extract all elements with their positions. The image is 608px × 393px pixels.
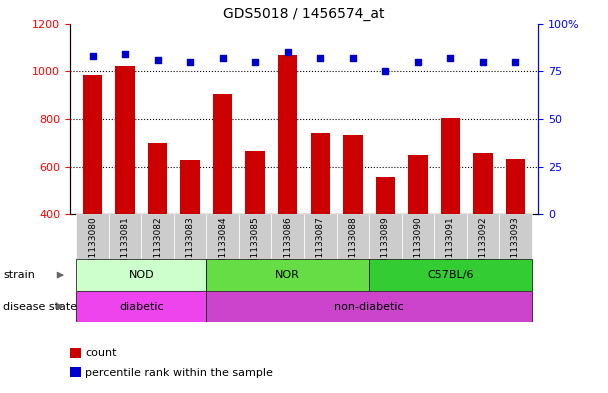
Title: GDS5018 / 1456574_at: GDS5018 / 1456574_at — [223, 7, 385, 21]
Bar — [207, 214, 239, 259]
Bar — [174, 214, 207, 259]
Bar — [434, 214, 466, 259]
Text: NOR: NOR — [275, 270, 300, 280]
Text: GSM1133081: GSM1133081 — [121, 217, 130, 277]
Point — [250, 59, 260, 65]
Text: GSM1133090: GSM1133090 — [413, 217, 423, 277]
Bar — [506, 159, 525, 310]
Bar — [70, 348, 81, 358]
Bar — [213, 94, 232, 310]
Text: GSM1133083: GSM1133083 — [185, 217, 195, 277]
Text: NOD: NOD — [129, 270, 154, 280]
Point — [413, 59, 423, 65]
Point — [120, 51, 130, 57]
Bar — [311, 133, 330, 310]
Point — [381, 68, 390, 74]
Bar — [466, 214, 499, 259]
Bar — [441, 118, 460, 310]
Text: GSM1133082: GSM1133082 — [153, 217, 162, 277]
Bar — [408, 155, 427, 310]
Bar — [343, 135, 362, 310]
Text: GSM1133085: GSM1133085 — [250, 217, 260, 277]
Text: non-diabetic: non-diabetic — [334, 301, 404, 312]
Text: GSM1133084: GSM1133084 — [218, 217, 227, 277]
Point — [316, 55, 325, 61]
Bar — [278, 55, 297, 310]
Point — [153, 57, 162, 63]
Point — [185, 59, 195, 65]
Text: GSM1133087: GSM1133087 — [316, 217, 325, 277]
Text: GSM1133086: GSM1133086 — [283, 217, 292, 277]
Text: strain: strain — [3, 270, 35, 280]
Bar — [304, 214, 336, 259]
Bar — [336, 214, 369, 259]
Bar — [239, 214, 272, 259]
Bar — [181, 160, 200, 310]
Text: GSM1133091: GSM1133091 — [446, 217, 455, 277]
Point — [478, 59, 488, 65]
Point — [446, 55, 455, 61]
Text: disease state: disease state — [3, 301, 77, 312]
Text: GSM1133092: GSM1133092 — [478, 217, 487, 277]
Bar — [83, 75, 102, 310]
Bar — [77, 259, 207, 291]
Point — [283, 49, 292, 55]
Bar — [109, 214, 142, 259]
Text: percentile rank within the sample: percentile rank within the sample — [85, 367, 273, 378]
Point — [511, 59, 520, 65]
Bar — [70, 367, 81, 377]
Point — [348, 55, 358, 61]
Bar — [369, 214, 401, 259]
Point — [88, 53, 97, 59]
Bar — [77, 214, 109, 259]
Text: GSM1133093: GSM1133093 — [511, 217, 520, 277]
Point — [218, 55, 227, 61]
Bar — [272, 214, 304, 259]
Bar — [369, 259, 531, 291]
Bar — [77, 291, 207, 322]
Bar — [116, 66, 135, 310]
Text: GSM1133088: GSM1133088 — [348, 217, 358, 277]
Bar — [401, 214, 434, 259]
Bar — [246, 151, 265, 310]
Text: C57BL/6: C57BL/6 — [427, 270, 474, 280]
Bar — [148, 143, 167, 310]
Bar — [142, 214, 174, 259]
Bar — [473, 153, 492, 310]
Bar — [376, 176, 395, 310]
Text: count: count — [85, 348, 117, 358]
Bar — [499, 214, 531, 259]
Text: GSM1133080: GSM1133080 — [88, 217, 97, 277]
Bar — [207, 291, 531, 322]
Bar — [207, 259, 369, 291]
Text: diabetic: diabetic — [119, 301, 164, 312]
Text: GSM1133089: GSM1133089 — [381, 217, 390, 277]
